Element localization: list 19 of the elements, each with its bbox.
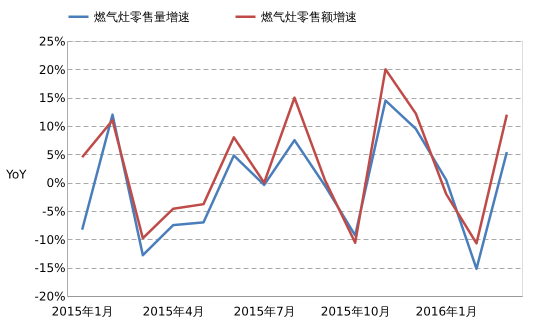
legend-label: 燃气灶零售量增速 xyxy=(94,10,190,24)
legend-label: 燃气灶零售额增速 xyxy=(261,10,357,24)
y-tick-label: 0% xyxy=(46,176,66,190)
y-tick-label: 20% xyxy=(38,62,66,77)
y-tick-label: -20% xyxy=(34,290,66,304)
y-tick-label: -15% xyxy=(34,261,66,276)
y-tick-label: 15% xyxy=(38,91,66,106)
line-series xyxy=(80,68,508,245)
y-tick-label: 5% xyxy=(46,148,66,162)
x-tick-label: 2015年7月 xyxy=(234,304,296,318)
y-tick-label: -10% xyxy=(34,232,66,247)
y-tick-label: 25% xyxy=(38,34,66,48)
x-tick-label: 2015年4月 xyxy=(142,304,205,318)
x-tick-label: 2015年10月 xyxy=(320,304,391,318)
x-tick-label: 2015年1月 xyxy=(52,304,114,318)
y-axis-title: YoY xyxy=(5,168,28,182)
y-tick-label: -5% xyxy=(42,204,66,218)
y-tick-label: 10% xyxy=(38,120,66,134)
x-tick-label: 2016年1月 xyxy=(416,304,478,318)
